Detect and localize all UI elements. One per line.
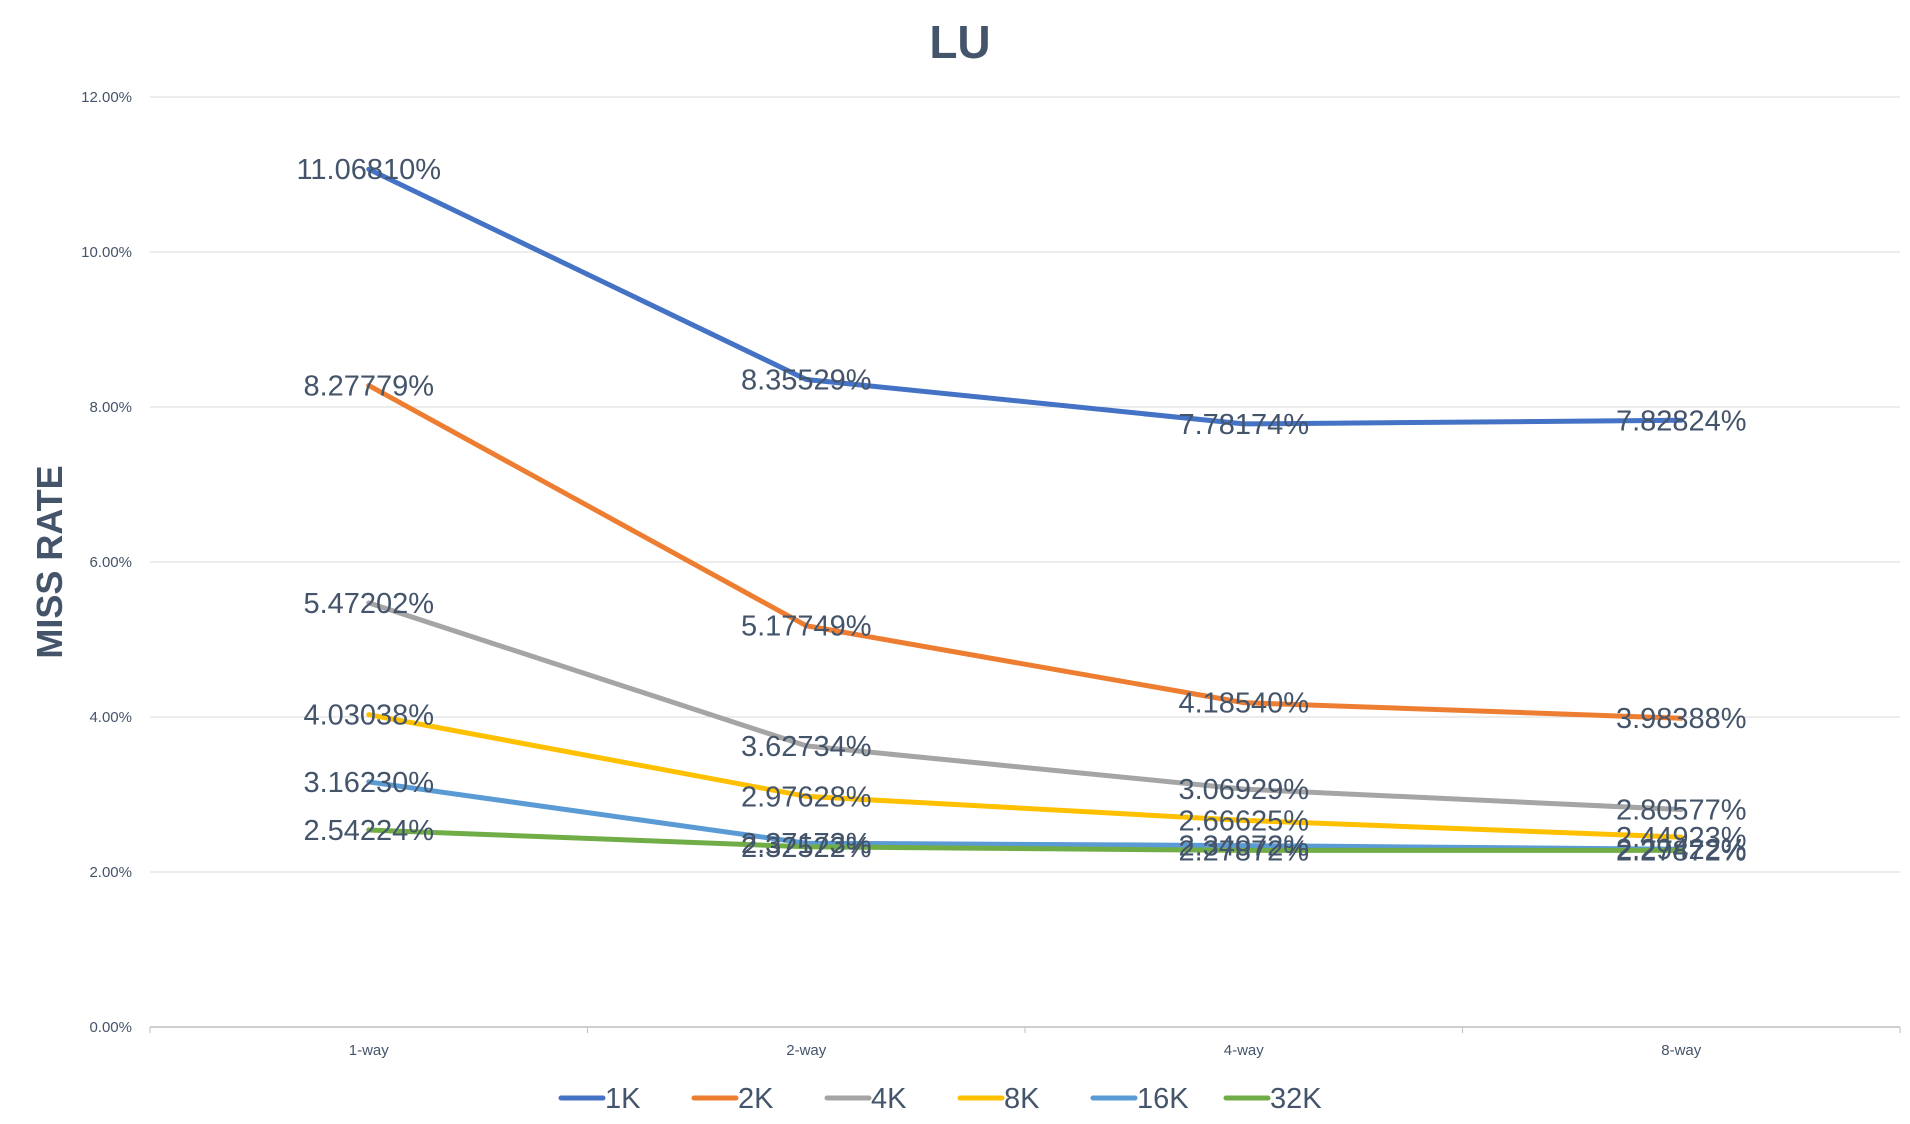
data-label: 2.34072% <box>1178 831 1309 863</box>
legend-label: 32K <box>1270 1083 1322 1115</box>
series-lines <box>366 166 1684 853</box>
y-tick-label: 4.00% <box>89 709 132 726</box>
series-line-1k <box>366 166 1684 427</box>
data-label: 11.06810% <box>296 154 441 186</box>
data-label: 8.35529% <box>741 364 872 396</box>
data-label: 3.62734% <box>741 731 872 763</box>
legend-label: 8K <box>1004 1083 1040 1115</box>
legend-label: 2K <box>738 1083 774 1115</box>
legend-label: 1K <box>605 1083 641 1115</box>
data-label: 7.82824% <box>1616 405 1747 437</box>
data-label: 2.27872% <box>1178 835 1309 867</box>
y-axis-label: MISS RATE <box>29 465 70 658</box>
data-label: 5.47202% <box>303 588 434 620</box>
chart-title: LU <box>929 16 990 68</box>
series-line-8k <box>366 712 1684 840</box>
data-label: 2.97628% <box>741 781 872 813</box>
data-label: 2.44923% <box>1616 822 1747 854</box>
y-tick-label: 12.00% <box>81 89 132 106</box>
y-tick-label: 10.00% <box>81 244 132 261</box>
y-tick-label: 0.00% <box>89 1019 132 1036</box>
legend: 1K 2K 4K 8K 16K 32K <box>558 1083 1322 1115</box>
data-label: 7.78174% <box>1178 409 1309 441</box>
data-labels: 11.06810% 8.35529% 7.78174% 7.82824% 8.27779… <box>296 154 1746 867</box>
data-label: 4.03038% <box>303 700 434 732</box>
data-label: 2.66625% <box>1178 805 1309 837</box>
x-tick-label: 8-way <box>1661 1042 1702 1059</box>
y-tick-label: 2.00% <box>89 864 132 881</box>
gridlines <box>150 96 1900 1028</box>
series-line-32k <box>366 827 1684 853</box>
series-line-4k <box>366 600 1684 813</box>
series-line-16k <box>366 779 1684 852</box>
data-label: 4.18540% <box>1178 688 1309 720</box>
x-axis: 1-way 2-way 4-way 8-way <box>149 1027 1901 1059</box>
legend-label: 4K <box>871 1083 907 1115</box>
data-label: 2.27872% <box>1616 835 1747 867</box>
x-tick-label: 1-way <box>349 1042 390 1059</box>
data-label: 5.17749% <box>741 611 872 643</box>
y-tick-label: 8.00% <box>89 399 132 416</box>
data-label: 2.37173% <box>741 828 872 860</box>
legend-label: 16K <box>1137 1083 1189 1115</box>
data-label: 2.54224% <box>303 815 434 847</box>
data-label: 3.06929% <box>1178 774 1309 806</box>
data-label: 2.29422% <box>1616 834 1747 866</box>
x-tick-label: 2-way <box>786 1042 827 1059</box>
series-line-2k <box>366 382 1684 721</box>
y-axis-ticks: 0.00% 2.00% 4.00% 6.00% 8.00% 10.00% 12.00% <box>81 89 132 1036</box>
data-label: 2.80577% <box>1616 795 1747 827</box>
y-tick-label: 6.00% <box>89 554 132 571</box>
data-label: 2.32522% <box>741 832 872 864</box>
x-tick-label: 4-way <box>1224 1042 1265 1059</box>
data-label: 3.16230% <box>303 767 434 799</box>
data-label: 8.27779% <box>303 370 434 402</box>
data-label: 3.98388% <box>1616 703 1747 735</box>
